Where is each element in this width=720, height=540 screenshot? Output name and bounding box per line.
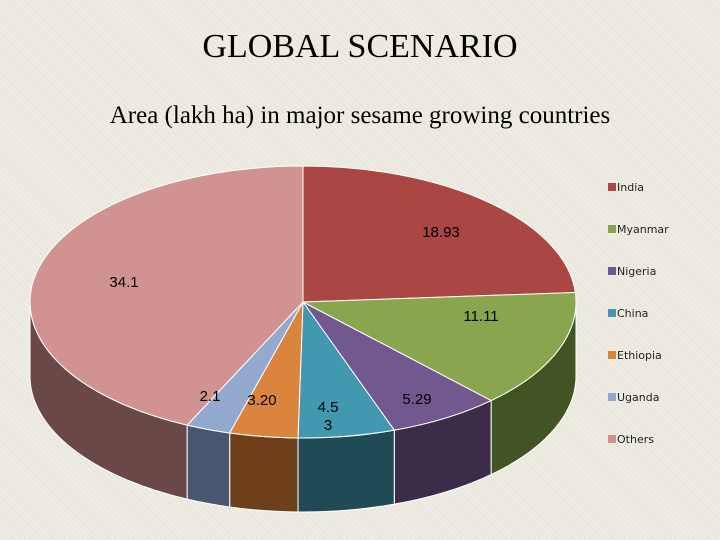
legend-item-others: Others: [608, 433, 654, 446]
pie-slices: [29, 165, 577, 439]
pie-slice-india: [302, 165, 576, 303]
data-label-china: 4.5 3: [318, 399, 339, 434]
pie-slice-others: [29, 165, 304, 426]
legend-swatch: [608, 225, 616, 233]
data-label-myanmar: 11.11: [463, 308, 498, 325]
pie-sides: [29, 301, 577, 513]
data-label-uganda: 2.1: [200, 388, 221, 405]
pie-side-uganda: [186, 424, 231, 508]
legend-swatch: [608, 183, 616, 191]
legend-item-myanmar: Myanmar: [608, 223, 669, 236]
legend-label: Others: [617, 433, 654, 446]
legend-item-uganda: Uganda: [608, 391, 659, 404]
legend-item-india: India: [608, 181, 644, 194]
legend-label: China: [617, 307, 649, 320]
legend-swatch: [608, 267, 616, 275]
data-label-nigeria: 5.29: [402, 391, 431, 408]
data-label-others: 34.1: [109, 274, 138, 291]
legend-label: Nigeria: [617, 265, 657, 278]
pie-side-ethiopia: [229, 432, 299, 513]
page-title: GLOBAL SCENARIO: [202, 28, 518, 65]
legend-item-ethiopia: Ethiopia: [608, 349, 662, 362]
legend-label: Myanmar: [617, 223, 669, 236]
legend-swatch: [608, 435, 616, 443]
chart-title: Area (lakh ha) in major sesame growing c…: [109, 102, 611, 129]
legend-swatch: [608, 309, 616, 317]
pie-slice-nigeria: [302, 301, 493, 431]
legend-swatch: [608, 351, 616, 359]
legend-swatch: [608, 393, 616, 401]
pie-slice-myanmar: [301, 291, 577, 402]
legend-item-china: China: [608, 307, 648, 320]
legend-label: Ethiopia: [617, 349, 662, 362]
pie-side-china: [297, 429, 395, 513]
legend-label: India: [617, 181, 644, 194]
legend-item-nigeria: Nigeria: [608, 265, 656, 278]
data-label-india: 18.93: [422, 224, 460, 241]
pie-data-labels: 18.93 11.11 5.29 4.5 3 3.20 2.1 34.1: [109, 224, 498, 434]
data-label-ethiopia: 3.20: [247, 392, 276, 409]
legend-label: Uganda: [617, 391, 660, 404]
